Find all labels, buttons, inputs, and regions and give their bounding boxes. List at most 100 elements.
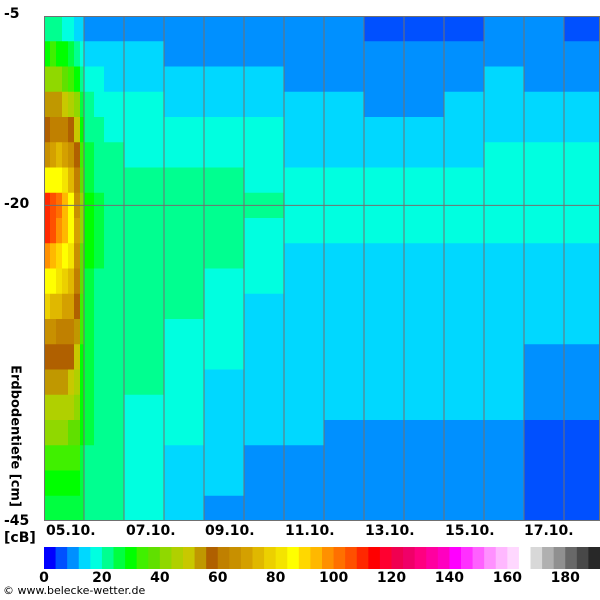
heatmap-cell: [444, 445, 485, 471]
heatmap-cell: [164, 470, 205, 497]
heatmap-cell: [244, 66, 285, 93]
heatmap-cell: [444, 142, 485, 168]
heatmap-cell: [50, 420, 57, 446]
heatmap-cell: [564, 142, 600, 168]
heatmap-cell: [244, 319, 285, 345]
heatmap-cell: [74, 470, 81, 497]
heatmap-cell: [84, 167, 95, 194]
heatmap-cell: [104, 117, 125, 143]
heatmap-cell: [84, 41, 95, 67]
colorbar-swatch: [518, 547, 531, 569]
heatmap-cell: [124, 394, 165, 421]
heatmap-cell: [364, 167, 405, 194]
heatmap-cell: [68, 167, 75, 194]
heatmap-cell: [484, 319, 525, 345]
heatmap-cell: [364, 344, 405, 370]
heatmap-cell: [44, 16, 51, 42]
heatmap-cell: [80, 142, 85, 168]
heatmap-cell: [50, 66, 57, 93]
heatmap-cell: [444, 470, 485, 497]
heatmap-cell: [444, 16, 485, 42]
heatmap-cell: [324, 445, 365, 471]
heatmap-cell: [404, 293, 445, 320]
heatmap-cell: [62, 445, 69, 471]
heatmap-cell: [364, 91, 405, 118]
heatmap-cell: [484, 117, 525, 143]
heatmap-cell: [564, 218, 600, 244]
heatmap-cell: [84, 293, 95, 320]
heatmap-cell: [80, 218, 85, 244]
heatmap-cell: [56, 495, 63, 521]
heatmap-cell: [50, 167, 57, 194]
heatmap-cell: [80, 470, 85, 497]
heatmap-cell: [484, 91, 525, 118]
heatmap-cell: [80, 445, 85, 471]
heatmap-cell: [164, 344, 205, 370]
heatmap-cell: [484, 369, 525, 396]
heatmap-cell: [524, 142, 565, 168]
heatmap-cell: [284, 243, 325, 269]
heatmap-cell: [56, 293, 63, 320]
heatmap-cell: [204, 420, 245, 446]
heatmap-cell: [124, 117, 165, 143]
heatmap-cell: [94, 369, 105, 396]
heatmap-cell: [50, 16, 57, 42]
heatmap-cell: [50, 369, 57, 396]
heatmap-cell: [244, 445, 285, 471]
heatmap-cell: [324, 218, 365, 244]
colorbar-swatch: [437, 547, 450, 569]
heatmap-cell: [364, 218, 405, 244]
heatmap-cell: [124, 319, 165, 345]
heatmap-cell: [364, 117, 405, 143]
heatmap-cell: [204, 293, 245, 320]
heatmap-cell: [68, 293, 75, 320]
heatmap-cell: [284, 16, 325, 42]
heatmap-cell: [564, 243, 600, 269]
colorbar: [44, 547, 600, 569]
heatmap-cell: [284, 495, 325, 521]
heatmap-cell: [164, 495, 205, 521]
heatmap-cell: [204, 495, 245, 521]
heatmap-cell: [444, 91, 485, 118]
heatmap-cell: [44, 420, 51, 446]
heatmap-cell: [284, 167, 325, 194]
heatmap-cell: [564, 16, 600, 42]
heatmap-cell: [564, 470, 600, 497]
heatmap-cell: [524, 394, 565, 421]
heatmap-cell: [564, 117, 600, 143]
colorbar-swatch: [542, 547, 555, 569]
heatmap-cell: [524, 243, 565, 269]
heatmap-cell: [68, 420, 75, 446]
heatmap-cell: [564, 344, 600, 370]
heatmap-cell: [62, 167, 69, 194]
heatmap-cell: [62, 344, 69, 370]
heatmap-cell: [284, 319, 325, 345]
heatmap-cell: [244, 243, 285, 269]
heatmap-cell: [364, 66, 405, 93]
heatmap-cell: [244, 268, 285, 295]
heatmap-cell: [94, 344, 105, 370]
heatmap-cell: [324, 91, 365, 118]
heatmap-cell: [524, 167, 565, 194]
heatmap-cell: [444, 293, 485, 320]
heatmap-cell: [104, 495, 125, 521]
heatmap-cell: [524, 420, 565, 446]
colorbar-swatch: [472, 547, 485, 569]
heatmap-cell: [50, 91, 57, 118]
heatmap-cell: [74, 243, 81, 269]
heatmap-cell: [80, 16, 85, 42]
heatmap-cell: [404, 445, 445, 471]
heatmap-cell: [204, 394, 245, 421]
heatmap-cell: [62, 117, 69, 143]
colorbar-swatch: [136, 547, 149, 569]
colorbar-swatch: [461, 547, 473, 569]
colorbar-swatch: [576, 547, 589, 569]
heatmap-cell: [44, 344, 51, 370]
heatmap-cell: [62, 293, 69, 320]
heatmap-cell: [84, 495, 95, 521]
heatmap-cell: [80, 66, 85, 93]
heatmap-cell: [404, 16, 445, 42]
heatmap-cell: [104, 66, 125, 93]
colorbar-tick-label: 60: [208, 570, 228, 586]
heatmap-cell: [524, 41, 565, 67]
